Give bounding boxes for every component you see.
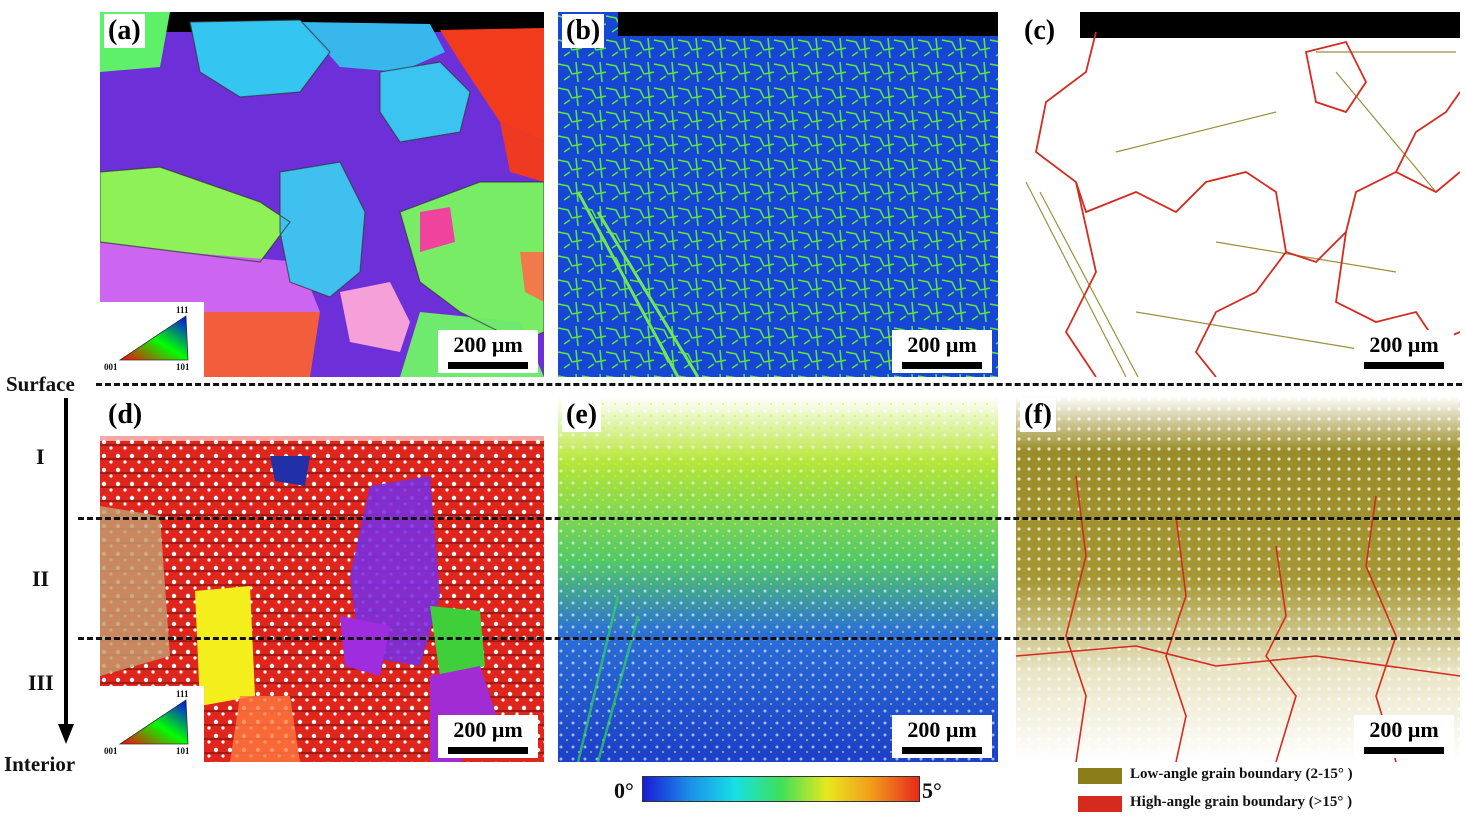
panel-a-scale-text: 200 μm <box>453 332 523 357</box>
panel-d-ipf-001: 001 <box>104 746 118 756</box>
panel-d-ipf-101: 101 <box>176 746 190 756</box>
panel-a-ipf-map: (a) 200 μm 111 001 101 <box>100 12 544 377</box>
panel-c-label: (c) <box>1020 14 1060 48</box>
panel-c-scale-line <box>1364 362 1444 369</box>
panel-c-image <box>1016 12 1460 377</box>
panel-a-ipf-111: 111 <box>176 305 189 315</box>
zone-divider-2 <box>78 637 1460 640</box>
panel-c-scale-text: 200 μm <box>1369 332 1439 357</box>
panel-c-scale-bar: 200 μm <box>1354 330 1454 373</box>
panel-f-scale-text: 200 μm <box>1369 717 1439 742</box>
legend-low-angle-text: Low-angle grain boundary (2-15° ) <box>1130 766 1353 782</box>
panel-d-scale-text: 200 μm <box>453 717 523 742</box>
zone-divider-1 <box>78 517 1460 520</box>
panel-c-boundary-map: (c) 200 μm <box>1016 12 1460 377</box>
kam-colorbar <box>642 776 920 802</box>
panel-e-label: (e) <box>562 398 602 432</box>
panel-f-image <box>1016 396 1460 762</box>
legend-low-angle-swatch <box>1078 768 1122 784</box>
panel-b-label: (b) <box>562 14 605 48</box>
panel-d-ipf-triangle-icon <box>118 699 189 745</box>
panel-a-scale-line <box>448 362 528 369</box>
panel-a-ipf-101: 101 <box>176 362 190 372</box>
panel-b-image <box>558 12 998 377</box>
panel-d-scale-bar: 200 μm <box>438 715 538 758</box>
colorbar-min-label: 0° <box>614 778 634 803</box>
panel-e-scale-text: 200 μm <box>907 717 977 742</box>
panel-e-scale-line <box>902 747 982 754</box>
panel-a-scale-bar: 200 μm <box>438 330 538 373</box>
depth-arrow-icon <box>58 398 74 744</box>
zone-i-label: I <box>36 444 45 469</box>
panel-f-scale-line <box>1364 747 1444 754</box>
panel-e-image <box>558 396 998 762</box>
panel-a-ipf-001: 001 <box>104 362 118 372</box>
panel-f-scale-bar: 200 μm <box>1354 715 1454 758</box>
surface-label: Surface <box>6 372 75 396</box>
panel-b-kam-map: (b) 200 μm <box>558 12 998 377</box>
legend-high-angle-swatch <box>1078 796 1122 812</box>
panel-a-label: (a) <box>104 14 145 48</box>
panel-a-ipf-key: 111 001 101 <box>100 302 204 377</box>
legend-high-angle-text: High-angle grain boundary (>15° ) <box>1130 794 1353 810</box>
panel-d-ipf-111: 111 <box>176 689 189 699</box>
surface-divider <box>96 383 1462 386</box>
panel-b-scale-bar: 200 μm <box>892 330 992 373</box>
panel-a-ipf-triangle-icon <box>118 315 189 361</box>
panel-d-scale-line <box>448 747 528 754</box>
panel-b-scale-text: 200 μm <box>907 332 977 357</box>
interior-label: Interior <box>4 752 76 776</box>
panel-b-scale-line <box>902 362 982 369</box>
panel-d-ipf-key: 111 001 101 <box>100 686 204 762</box>
panel-e-kam-map: (e) 200 μm <box>558 396 998 762</box>
zone-ii-label: II <box>32 566 50 591</box>
zone-iii-label: III <box>28 670 54 695</box>
panel-f-label: (f) <box>1020 398 1056 432</box>
panel-d-ipf-map: (d) 200 μm 111 001 101 <box>100 396 544 762</box>
colorbar-max-label: 5° <box>922 778 942 803</box>
panel-d-label: (d) <box>104 398 147 432</box>
panel-e-scale-bar: 200 μm <box>892 715 992 758</box>
panel-f-boundary-map: (f) 200 μm <box>1016 396 1460 762</box>
